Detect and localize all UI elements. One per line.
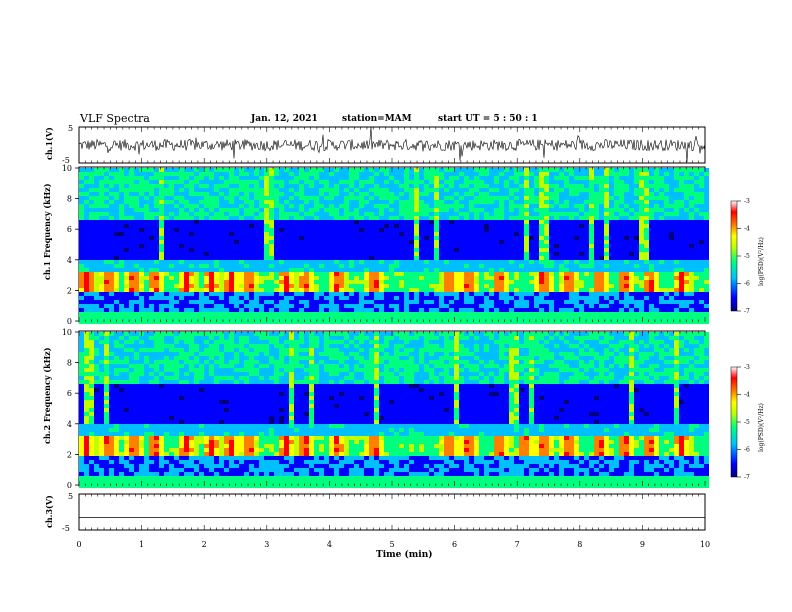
colorbar-tick-label: -6 <box>744 447 750 454</box>
ch3-ylabel: ch.3(V) <box>44 495 54 528</box>
colorbar-tick-label: -6 <box>744 281 750 288</box>
x-tick-label: 6 <box>452 540 457 549</box>
start-time-label: start UT = 5 : 50 : 1 <box>438 114 538 124</box>
colorbar-tick-label: -3 <box>744 198 750 205</box>
x-axis-label: Time (min) <box>376 549 433 560</box>
spec-ytick-label: 6 <box>67 225 72 234</box>
x-tick-label: 4 <box>327 540 332 549</box>
ch2-spectrogram-image <box>79 332 709 488</box>
x-axis-ticks: 0 1 2 3 4 5 6 7 8 9 10 <box>76 127 710 549</box>
colorbar-tick-label: -4 <box>744 392 750 399</box>
ch1-ytick-bottom: -5 <box>62 156 70 165</box>
spec-ytick-label: 0 <box>67 317 72 326</box>
ch1-colorbar <box>730 200 738 312</box>
spec-ytick-label: 10 <box>62 328 72 337</box>
ch1-spec-ylabel: ch.1 Frequency (kHz) <box>42 183 52 280</box>
ch2-colorbar-label: log(PSD)(V²/Hz) <box>758 403 765 452</box>
ch1-ytick-top: 5 <box>68 124 73 133</box>
x-tick-label: 3 <box>264 540 269 549</box>
x-tick-label: 9 <box>640 540 645 549</box>
colorbar-tick-label: -7 <box>744 474 750 481</box>
ch1-spectrogram-image <box>79 168 709 324</box>
colorbar-tick-label: -4 <box>744 226 750 233</box>
spec-ytick-label: 8 <box>67 359 72 368</box>
x-tick-label: 2 <box>202 540 207 549</box>
colorbar-tick-label: -3 <box>744 364 750 371</box>
ch3-waveform-panel: 5 -5 ch.3(V) <box>44 492 706 533</box>
ch1-waveform-panel: 5 -5 ch.1(V) <box>44 124 706 165</box>
ch3-ytick-top: 5 <box>68 492 73 501</box>
x-tick-label: 0 <box>76 540 81 549</box>
date-label: Jan. 12, 2021 <box>251 114 318 124</box>
x-tick-label: 5 <box>389 540 394 549</box>
spec-ytick-label: 6 <box>67 389 72 398</box>
spec-ytick-label: 2 <box>67 286 72 295</box>
spec-ytick-label: 4 <box>67 420 72 429</box>
x-tick-label: 10 <box>700 540 710 549</box>
spec-ytick-label: 4 <box>67 256 72 265</box>
chart-title: VLF Spectra <box>80 112 150 125</box>
spec-ytick-label: 2 <box>67 450 72 459</box>
ch2-spec-yticks: 0 2 4 6 8 10 <box>62 328 79 490</box>
x-tick-label: 1 <box>139 540 144 549</box>
x-tick-label: 8 <box>577 540 582 549</box>
colorbar-tick-label: -7 <box>744 308 750 315</box>
ch1-ylabel: ch.1(V) <box>44 127 54 160</box>
ch3-ytick-bottom: -5 <box>62 524 70 533</box>
ch2-colorbar-ticks: -3 -4 -5 -6 -7 <box>737 364 750 481</box>
colorbar-tick-label: -5 <box>744 419 750 426</box>
spec-ytick-label: 10 <box>62 164 72 173</box>
ch3-waveform-frame <box>78 493 706 531</box>
spec-ytick-label: 8 <box>67 195 72 204</box>
ch1-colorbar-ticks: -3 -4 -5 -6 -7 <box>737 198 750 315</box>
ch1-spec-yticks: 0 2 4 6 8 10 <box>62 164 79 326</box>
station-label: station=MAM <box>342 114 412 124</box>
spec-ytick-label: 0 <box>67 481 72 490</box>
ch1-colorbar-label: log(PSD)(V²/Hz) <box>758 237 765 286</box>
ch2-spec-ylabel: ch.2 Frequency (kHz) <box>42 347 52 444</box>
x-tick-label: 7 <box>515 540 520 549</box>
ch2-colorbar <box>730 366 738 478</box>
colorbar-tick-label: -5 <box>744 253 750 260</box>
ch1-waveform-line <box>78 126 706 163</box>
